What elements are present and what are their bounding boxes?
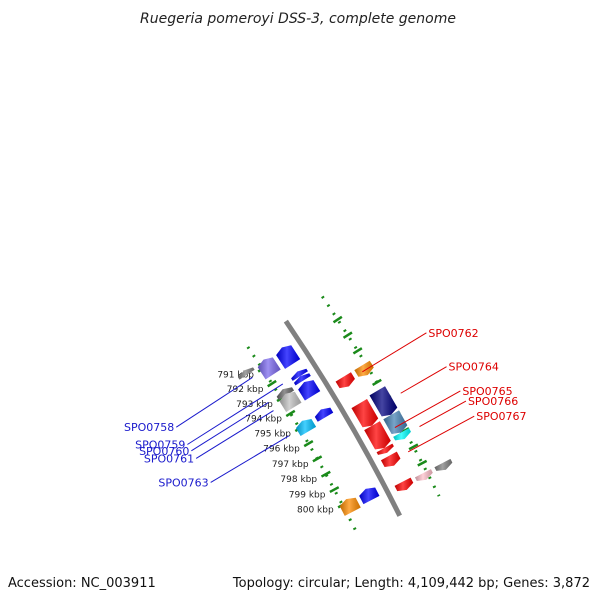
ruler-tick-label: 800 kbp — [297, 506, 334, 516]
gene-feature-shading — [369, 386, 398, 417]
ruler-tick — [285, 409, 296, 418]
gene-feature-shading — [414, 469, 433, 481]
gene-label-leader — [191, 401, 269, 452]
ruler-tick-label: 794 kbp — [245, 415, 282, 425]
gene-label: SPO0764 — [449, 361, 499, 374]
gene-label-leader — [175, 377, 253, 428]
gene-feature-shading — [393, 428, 411, 441]
ruler-tick-label: 799 kbp — [289, 490, 326, 500]
gene-feature-shading — [383, 410, 408, 434]
ruler-tick — [342, 331, 353, 339]
ruler-tick-label: 798 kbp — [280, 475, 317, 485]
ruler-tick — [408, 443, 419, 451]
gene-label-leader — [407, 415, 475, 453]
gene-feature-shading — [376, 443, 394, 455]
gene-feature-shading — [434, 458, 453, 471]
ruler-tick-label: 797 kbp — [272, 460, 309, 470]
gene-feature-shading — [291, 368, 308, 381]
ruler-tick-label: 796 kbp — [263, 445, 300, 455]
gene-label: SPO0765 — [462, 385, 512, 398]
ruler-tick — [332, 315, 343, 324]
gene-label: SPO0761 — [144, 452, 194, 465]
gene-feature-shading — [257, 357, 281, 380]
ruler-tick-label: 793 kbp — [236, 400, 273, 410]
gene-feature-shading — [279, 391, 302, 412]
gene-feature-shading — [276, 345, 301, 369]
gene-feature-shading — [335, 372, 355, 389]
gene-feature-shading — [359, 487, 380, 505]
gene-label: SPO0759 — [135, 438, 185, 451]
gene-feature-shading — [293, 373, 311, 386]
accession-text: Accession: NC_003911 — [8, 576, 156, 591]
gene-feature-shading — [364, 421, 391, 450]
gene-label: SPO0758 — [124, 421, 174, 434]
ruler-tick — [329, 486, 340, 494]
gene-feature-shading — [339, 497, 361, 516]
gene-feature-shading — [380, 451, 401, 467]
gene-label-leader — [394, 390, 461, 428]
gene-label-leader — [210, 435, 290, 483]
gene-feature-shading — [394, 477, 414, 492]
gene-feature-shading — [237, 367, 255, 380]
ruler-tick-label: 791 kbp — [217, 370, 254, 380]
gene-feature-shading — [298, 380, 321, 401]
genome-title: Ruegeria pomeroyi DSS-3, complete genome — [140, 11, 456, 27]
gene-feature-shading — [295, 418, 317, 437]
gene-label-leader — [362, 332, 427, 373]
ruler-tick — [417, 459, 428, 467]
gene-feature-shading — [354, 360, 374, 377]
gene-label-leader — [187, 383, 284, 445]
gene-label: SPO0766 — [468, 395, 518, 408]
ruler-tick — [267, 379, 277, 388]
gene-label-leader — [419, 400, 467, 428]
gene-label: SPO0763 — [158, 476, 208, 489]
genome-stats-text: Topology: circular; Length: 4,109,442 bp… — [232, 576, 590, 591]
gene-label-leader — [400, 366, 447, 394]
gene-label: SPO0762 — [428, 327, 478, 340]
genome-backbone — [283, 319, 402, 517]
ruler-tick — [371, 378, 382, 387]
ruler-tick — [320, 470, 331, 478]
gene-label: SPO0767 — [476, 410, 526, 423]
gene-feature-shading — [351, 398, 379, 428]
gene-feature-shading — [276, 387, 295, 401]
ruler-tick — [303, 440, 314, 448]
gene-feature-shading — [314, 407, 334, 422]
ruler-tick-label: 792 kbp — [227, 385, 264, 395]
ruler-tick-label: 795 kbp — [254, 430, 291, 440]
ruler-tick — [312, 455, 323, 463]
gene-label: SPO0760 — [139, 445, 189, 458]
gene-label-leader — [195, 410, 274, 459]
ruler-tick — [352, 347, 363, 355]
